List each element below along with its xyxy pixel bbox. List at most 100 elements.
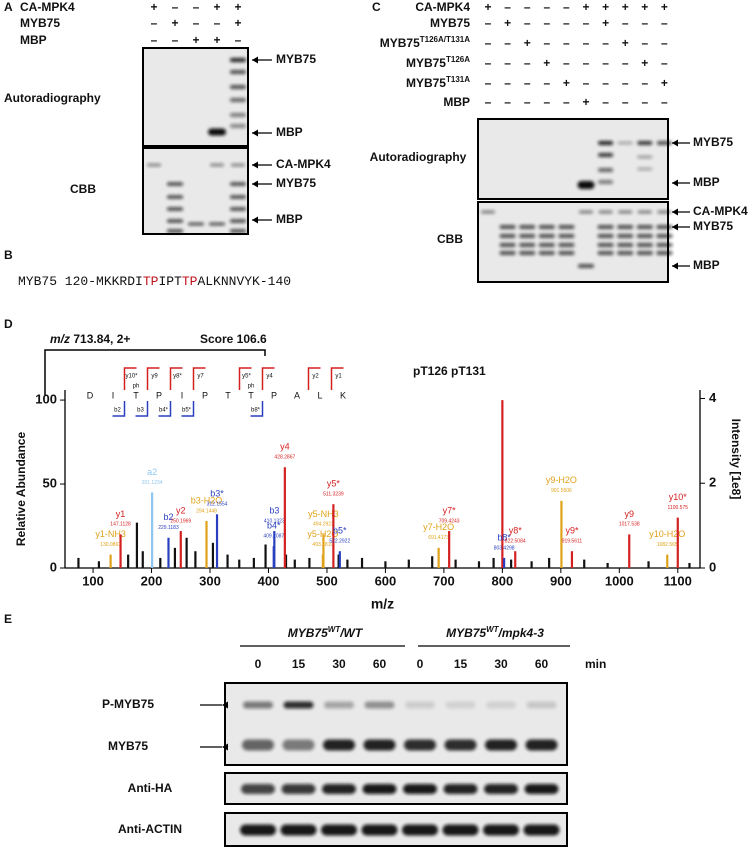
sign: – bbox=[602, 56, 609, 70]
sign: – bbox=[524, 16, 531, 30]
y2-tick-label: 4 bbox=[709, 390, 717, 405]
band bbox=[578, 264, 594, 268]
y-ion-bracket bbox=[238, 367, 252, 390]
band bbox=[444, 739, 477, 751]
time-label: 0 bbox=[255, 657, 262, 671]
band bbox=[538, 234, 555, 238]
sequence: MYB75 120-MKKRDITPIPTTPALKNNVYK-140 bbox=[18, 274, 291, 289]
y-ion-bracket bbox=[261, 367, 275, 390]
sequence-segment: ALKNNVYK-140 bbox=[197, 274, 291, 289]
peak-ion-label: y5-NH3 bbox=[308, 509, 339, 519]
sign: – bbox=[524, 56, 531, 70]
sign: – bbox=[543, 95, 550, 109]
sign: + bbox=[234, 0, 241, 14]
sign: – bbox=[504, 95, 511, 109]
blot-frame bbox=[224, 772, 568, 805]
sign: – bbox=[172, 33, 179, 47]
peak-ion-label: b3* bbox=[210, 489, 224, 499]
arrow-head bbox=[672, 208, 678, 216]
band bbox=[363, 739, 396, 751]
residue: L bbox=[317, 390, 322, 400]
peak-ion-label: y1-NH3 bbox=[95, 529, 126, 539]
blot-label: CBB bbox=[70, 182, 96, 196]
band bbox=[519, 243, 536, 247]
sign: + bbox=[213, 33, 220, 47]
sign: – bbox=[563, 0, 570, 14]
sign: – bbox=[622, 95, 629, 109]
peak-mz-label: 410.1323 bbox=[264, 518, 285, 524]
band bbox=[519, 225, 536, 229]
sign: – bbox=[485, 16, 492, 30]
y2-axis-label: Intensity [1e8] bbox=[729, 419, 743, 500]
sign: – bbox=[583, 56, 590, 70]
band bbox=[637, 210, 652, 214]
band bbox=[538, 251, 555, 255]
band bbox=[656, 243, 673, 247]
x-tick-label: 900 bbox=[550, 573, 572, 588]
marker: MYB75 bbox=[276, 52, 316, 66]
group-rest: /mpk4-3 bbox=[498, 626, 545, 640]
sign: + bbox=[524, 36, 531, 50]
group-title: MYB75WT/WT bbox=[288, 625, 364, 640]
phospho: ph bbox=[248, 384, 255, 390]
peak-ion-label: b4* bbox=[267, 521, 281, 531]
band bbox=[167, 182, 183, 186]
sign: – bbox=[485, 56, 492, 70]
band bbox=[597, 243, 614, 247]
band bbox=[230, 195, 246, 199]
band bbox=[230, 70, 246, 74]
group-sup: WT bbox=[486, 625, 500, 634]
x-tick-label: 700 bbox=[433, 573, 455, 588]
blot-frame bbox=[477, 201, 669, 283]
band bbox=[486, 701, 516, 709]
band bbox=[241, 784, 275, 794]
residue: I bbox=[112, 390, 115, 400]
x-tick-label: 400 bbox=[258, 573, 280, 588]
sign: – bbox=[543, 76, 550, 90]
arrow-head bbox=[252, 56, 258, 64]
band bbox=[210, 163, 224, 167]
band bbox=[558, 251, 575, 255]
sequence-segment: IPT bbox=[158, 274, 182, 289]
b-ion-bracket bbox=[158, 401, 172, 417]
peak-ion-label: b5* bbox=[333, 526, 347, 536]
peak-ion-label: y9-H2O bbox=[546, 475, 577, 485]
sign: + bbox=[602, 16, 609, 30]
band bbox=[322, 784, 356, 794]
sign: – bbox=[661, 36, 668, 50]
peak-ion-label: y5-H2O bbox=[307, 529, 338, 539]
panel-letter: C bbox=[372, 0, 381, 14]
band bbox=[483, 824, 519, 836]
y-ion: y8* bbox=[173, 374, 182, 380]
b-ion: b5* bbox=[182, 408, 192, 414]
y-ion-bracket bbox=[169, 367, 183, 390]
peak-mz-label: 428.2867 bbox=[274, 455, 295, 461]
band bbox=[656, 234, 673, 238]
band bbox=[598, 180, 614, 184]
peak-ion-label: y10* bbox=[669, 492, 688, 502]
sign: + bbox=[150, 0, 157, 14]
band bbox=[230, 219, 246, 223]
band bbox=[283, 701, 314, 709]
band bbox=[618, 210, 633, 214]
blot-label: Autoradiography bbox=[4, 91, 101, 105]
band bbox=[361, 824, 398, 836]
band bbox=[485, 739, 517, 751]
band bbox=[230, 207, 246, 211]
row-label: Anti-HA bbox=[128, 781, 173, 795]
sign: + bbox=[171, 16, 178, 30]
band bbox=[281, 784, 316, 794]
arrow-head bbox=[672, 223, 678, 231]
blot-frame bbox=[142, 47, 249, 147]
band bbox=[579, 210, 593, 214]
sign: + bbox=[582, 0, 589, 14]
b-ion-bracket bbox=[135, 401, 149, 417]
band bbox=[364, 701, 395, 709]
marker: CA-MPK4 bbox=[693, 204, 748, 218]
marker: MBP bbox=[693, 175, 720, 189]
panel-letter: A bbox=[4, 0, 13, 14]
band bbox=[525, 739, 558, 751]
peak-mz-label: 201.1234 bbox=[142, 480, 163, 486]
y2-tick-label: 0 bbox=[709, 559, 716, 574]
